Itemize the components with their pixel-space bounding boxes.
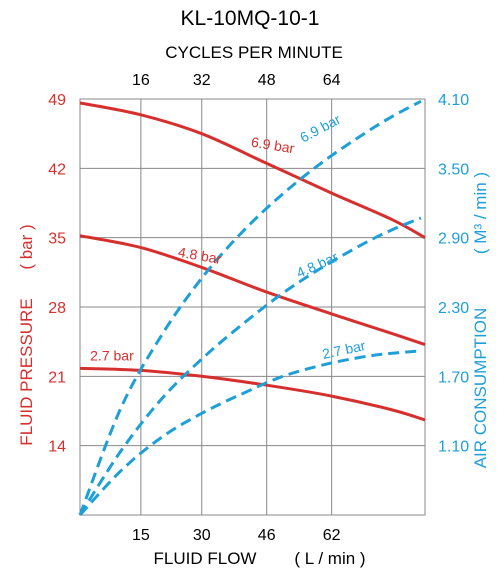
air-consumption-curve-6-9-bar [78, 99, 422, 516]
y2-ticks: 1.10 1.70 2.30 2.90 3.50 4.10 [438, 92, 469, 456]
plot-border [79, 98, 426, 516]
y-tick-label: 49 [48, 92, 66, 109]
x2-axis-title: CYCLES PER MINUTE [165, 43, 343, 62]
air-consumption-curve-4-8-bar [78, 216, 422, 516]
y2-axis-title: AIR CONSUMPTION [471, 308, 490, 469]
plot-frame [79, 98, 426, 516]
fluid-pressure-curve-4-8-bar [79, 234, 426, 347]
x-tick-label: 46 [258, 527, 276, 544]
x-tick-label: 62 [323, 527, 341, 544]
y2-tick-label: 1.70 [438, 369, 469, 386]
x-ticks: 15 30 46 62 [132, 527, 341, 544]
x2-ticks: 16 32 48 64 [132, 72, 341, 89]
y2-tick-label: 3.50 [438, 161, 469, 178]
series-group [78, 99, 426, 517]
y-axis-title: FLUID PRESSURE [17, 298, 36, 445]
y-ticks: 14 21 28 35 42 49 [48, 92, 66, 456]
x2-tick-label: 48 [258, 72, 276, 89]
x-axis-title: FLUID FLOW [154, 549, 257, 568]
y2-tick-label: 4.10 [438, 92, 469, 109]
air-consumption-curve-2-7-bar [78, 349, 422, 517]
y-tick-label: 35 [48, 231, 66, 248]
x2-tick-label: 32 [193, 72, 211, 89]
air-curve-label-4-8-bar: 4.8 bar [294, 248, 341, 280]
pressure-curve-label-6-9-bar: 6.9 bar [250, 134, 296, 157]
chart-title: KL-10MQ-10-1 [181, 7, 320, 30]
air-curve-label-6-9-bar: 6.9 bar [297, 111, 343, 146]
y-tick-label: 28 [48, 300, 66, 317]
pressure-curve-label-2-7-bar: 2.7 bar [90, 347, 134, 363]
x-axis-unit: ( L / min ) [294, 549, 365, 568]
y2-tick-label: 1.10 [438, 439, 469, 456]
grid [80, 98, 425, 515]
x2-tick-label: 16 [132, 72, 150, 89]
y-axis-unit: ( bar ) [17, 224, 36, 269]
y-tick-label: 42 [48, 161, 66, 178]
y-tick-label: 14 [48, 439, 66, 456]
y2-axis-unit: ( M³ / min ) [471, 172, 490, 254]
y2-tick-label: 2.90 [438, 231, 469, 248]
x2-tick-label: 64 [323, 72, 341, 89]
y-tick-label: 21 [48, 369, 66, 386]
x-tick-label: 30 [193, 527, 211, 544]
fluid-pressure-curve-6-9-bar [79, 101, 426, 240]
y2-tick-label: 2.30 [438, 300, 469, 317]
pressure-curve-label-4-8-bar: 4.8 bar [177, 244, 223, 267]
x-tick-label: 15 [132, 527, 150, 544]
